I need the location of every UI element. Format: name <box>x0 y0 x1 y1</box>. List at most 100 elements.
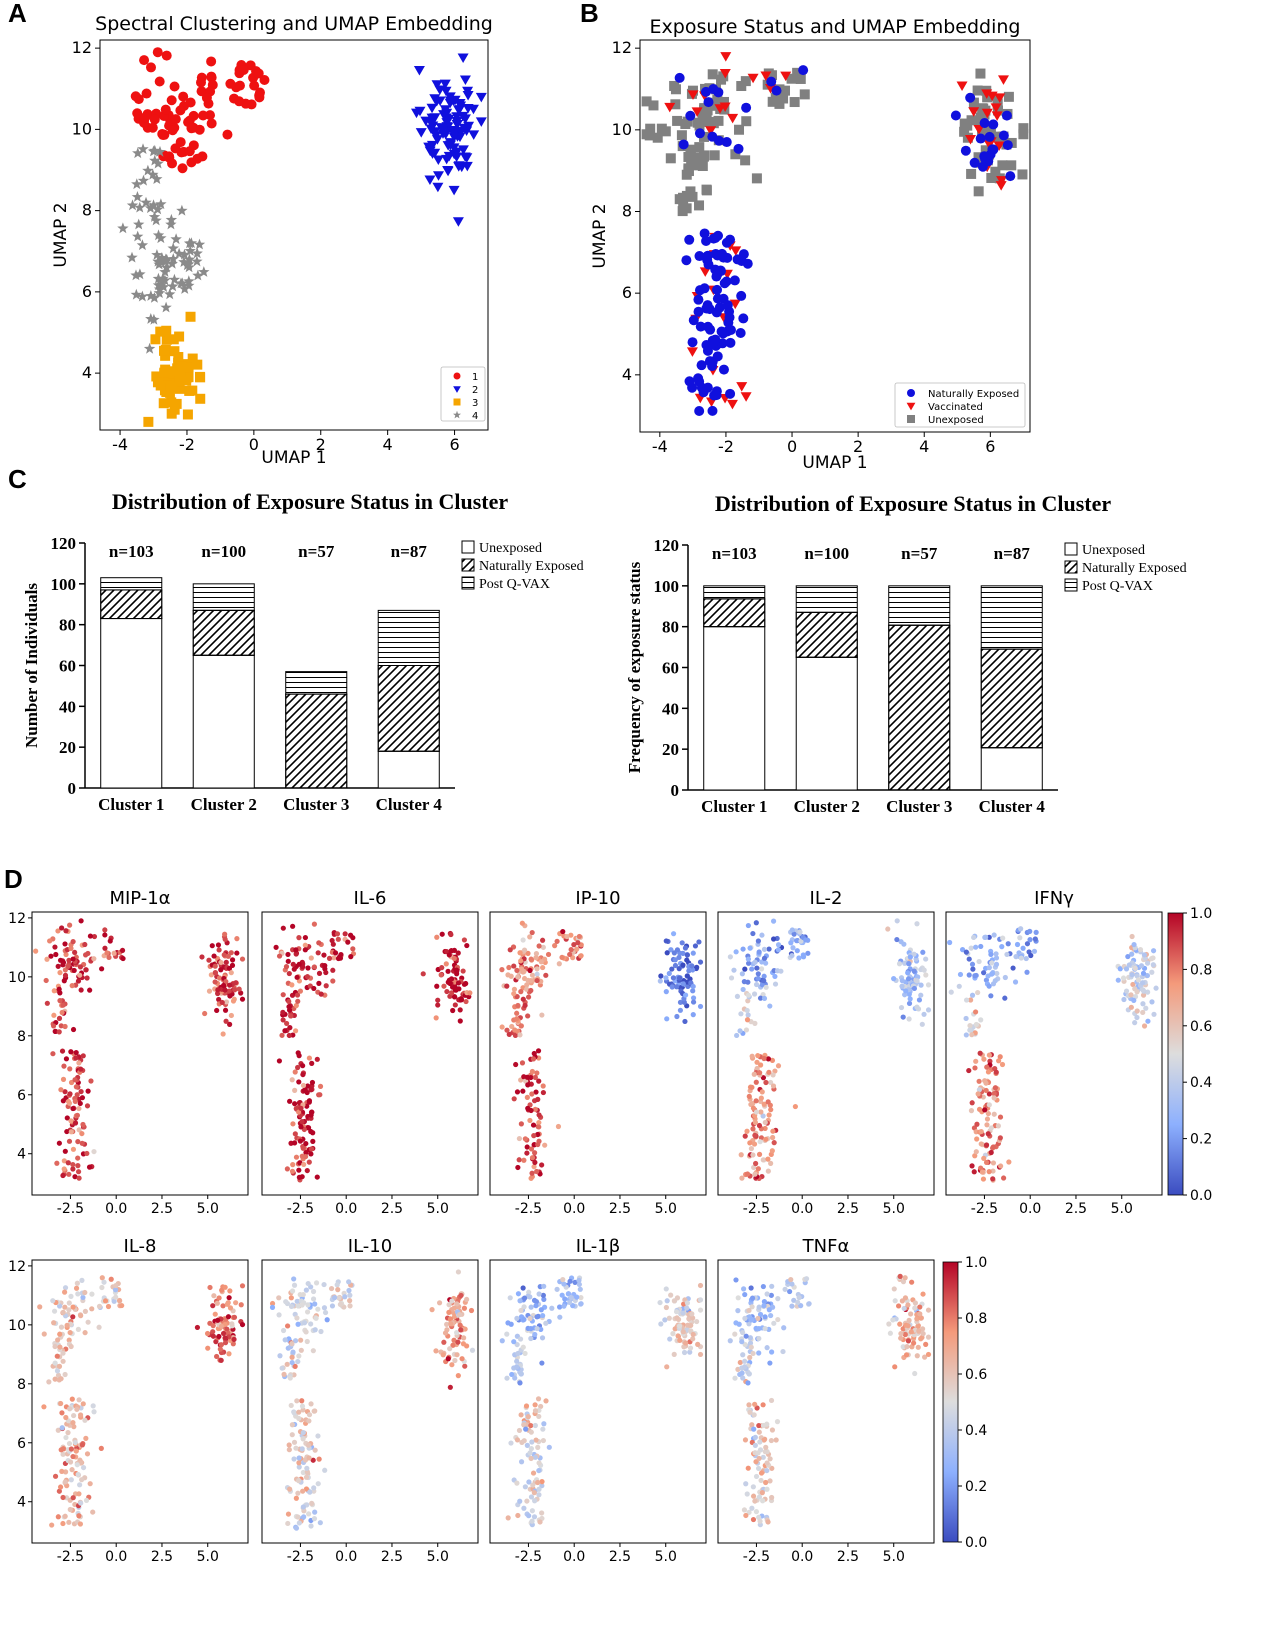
feature-point <box>751 1164 757 1171</box>
feature-point <box>454 1329 460 1336</box>
feature-point <box>220 1031 226 1037</box>
feature-point <box>792 1103 798 1110</box>
feature-point <box>515 1350 521 1357</box>
cluster-1-point <box>170 114 181 125</box>
feature-point <box>67 1406 73 1412</box>
feature-point <box>520 1285 526 1291</box>
cluster-4-point <box>152 255 164 267</box>
feature-point <box>906 1016 912 1022</box>
exposure-point <box>965 92 976 103</box>
feature-point <box>518 1307 524 1314</box>
feature-point <box>504 1331 510 1337</box>
feature-point <box>71 1412 77 1419</box>
feature-point <box>680 1310 686 1316</box>
feature-point <box>1131 941 1137 948</box>
exposure-point <box>738 313 749 324</box>
exposure-point <box>720 52 732 62</box>
exposure-point <box>718 96 729 107</box>
feature-point <box>62 1304 68 1310</box>
feature-point <box>279 1365 285 1371</box>
panel-b-xtick: 6 <box>985 437 995 456</box>
colorbar-tick: 0.8 <box>965 1311 987 1327</box>
colorbar-tick: 0.6 <box>965 1367 987 1383</box>
feature-point <box>69 983 75 989</box>
feature-point <box>306 1098 313 1104</box>
cluster-4-point <box>191 255 203 267</box>
feature-point <box>963 997 970 1003</box>
feature-point <box>509 1023 515 1030</box>
cluster-4-point <box>178 248 191 260</box>
feature-point <box>534 966 540 972</box>
feature-point <box>334 931 341 937</box>
feature-point <box>60 1098 66 1104</box>
feature-point <box>760 1157 766 1163</box>
exposure-point <box>678 139 689 150</box>
exposure-point <box>645 123 656 134</box>
feature-point <box>674 1315 680 1321</box>
feature-xtick: 5.0 <box>197 1549 219 1565</box>
feature-point <box>234 950 240 956</box>
feature-point <box>982 934 988 940</box>
feature-point <box>749 1084 755 1090</box>
exposure-point <box>984 131 995 142</box>
feature-point <box>576 933 582 940</box>
cluster-1-point <box>253 68 264 79</box>
feature-point <box>289 1354 295 1360</box>
feature-point <box>305 1280 311 1287</box>
cluster-3-point <box>173 352 184 363</box>
cluster-2-point <box>449 130 461 140</box>
panel-b-xtick: 2 <box>853 437 863 456</box>
feature-point <box>534 1070 540 1076</box>
panel-b-xlabel: UMAP 1 <box>802 453 867 473</box>
feature-point <box>803 1276 810 1282</box>
feature-point <box>760 1113 766 1119</box>
feature-point <box>539 1360 545 1366</box>
feature-point <box>119 1302 125 1309</box>
feature-point <box>772 973 778 980</box>
feature-point <box>296 1167 302 1173</box>
exposure-point <box>964 134 976 145</box>
feature-point <box>223 999 230 1005</box>
feature-point <box>974 1121 980 1127</box>
feature-point <box>447 1384 453 1390</box>
feature-point <box>309 1060 315 1066</box>
feature-point <box>223 978 229 985</box>
feature-point <box>761 973 767 979</box>
feature-point <box>759 932 765 938</box>
feature-point <box>521 1316 527 1323</box>
feature-point <box>219 1287 225 1293</box>
exposure-point <box>771 85 782 96</box>
bar-legend-label: Unexposed <box>479 541 542 556</box>
bar-segment-post-q-vax <box>703 585 766 600</box>
feature-point <box>68 1343 74 1350</box>
exposure-point <box>676 130 687 141</box>
feature-point <box>293 947 299 953</box>
feature-point <box>506 1031 512 1037</box>
feature-xtick: -2.5 <box>57 1549 84 1565</box>
feature-point <box>890 1317 896 1323</box>
feature-point <box>1129 933 1135 940</box>
feature-plot-IL-10: IL-10-2.5 0.0 2.5 5.0 <box>261 1236 479 1565</box>
feature-point <box>75 1163 81 1169</box>
exposure-point <box>699 104 710 115</box>
feature-point <box>529 1091 535 1097</box>
feature-point <box>898 1335 904 1341</box>
feature-point <box>227 1288 233 1294</box>
feature-point <box>1013 954 1019 960</box>
feature-point <box>55 1337 61 1343</box>
feature-point <box>322 1467 328 1473</box>
feature-point <box>68 1293 74 1299</box>
exposure-point <box>714 302 725 313</box>
feature-point <box>283 964 290 970</box>
feature-point <box>990 1168 996 1174</box>
feature-point <box>66 1300 72 1306</box>
panel-a-ytick: 6 <box>82 282 92 301</box>
feature-point <box>749 1053 755 1059</box>
feature-point <box>751 1426 757 1432</box>
feature-point <box>222 1339 229 1346</box>
feature-point <box>295 1514 301 1520</box>
feature-point <box>752 1434 758 1440</box>
feature-point <box>756 1455 762 1462</box>
feature-point <box>1018 926 1024 932</box>
feature-point <box>747 1340 754 1346</box>
